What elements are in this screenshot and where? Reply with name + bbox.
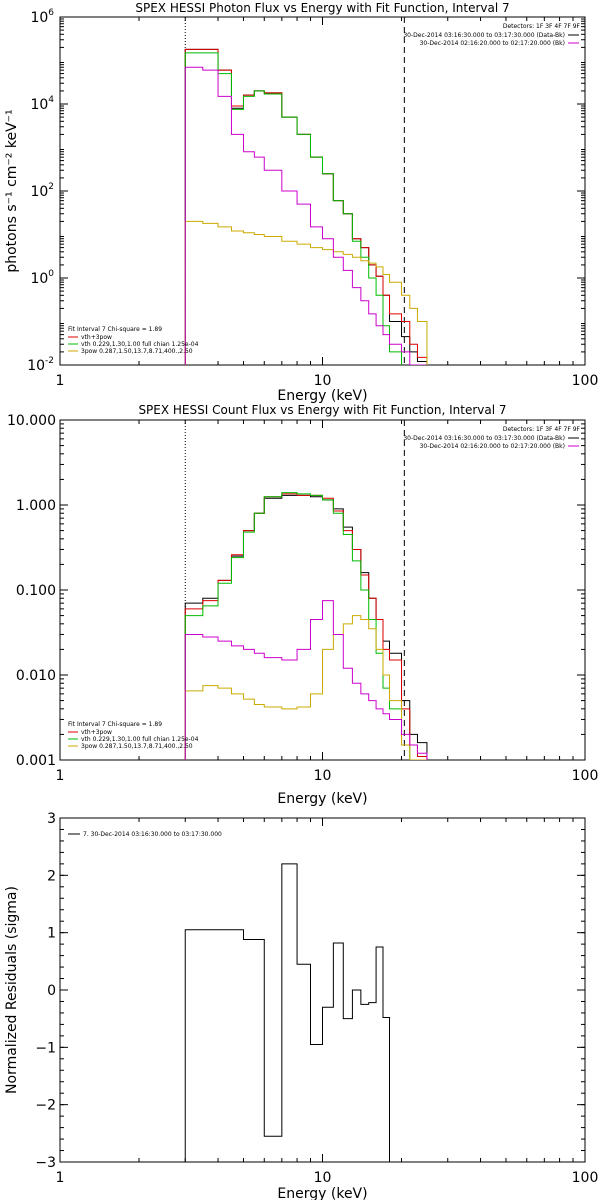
x-tick-label: 100 [572, 1170, 599, 1186]
time-interval-label: 30-Dec-2014 02:16:20.000 to 02:17:20.000… [420, 443, 565, 450]
y-tick-label: 0.100 [16, 583, 56, 599]
y-axis-label: photons s⁻¹ cm⁻² keV⁻¹ [4, 109, 20, 272]
x-axis-label: Energy (keV) [277, 1186, 367, 1200]
y-tick-label: 100 [30, 269, 54, 287]
fit-component-label: vth 0.229,1.30,1.00 full chian 1.25e-04 [81, 736, 199, 743]
plot-frame [59, 419, 586, 761]
y-tick-label: −1 [35, 1040, 56, 1056]
chart-panel-2: SPEX HESSI Count Flux vs Energy with Fit… [7, 403, 598, 807]
x-tick-label: 10 [314, 1170, 332, 1186]
y-tick-label: 10.000 [7, 413, 56, 429]
fit-legend: Fit Interval 7 Chi-square = 1.89vth+3pow… [68, 326, 199, 355]
chart-title: SPEX HESSI Photon Flux vs Energy with Fi… [135, 1, 509, 15]
x-axis-label: Energy (keV) [277, 791, 367, 807]
chart-panel-3: 1 10 100 −3 −2 −1 0 1 2 3 Energy (keV) Normalized R… [4, 811, 598, 1200]
y-tick-label: −3 [35, 1155, 56, 1171]
y-tick-label: 0 [47, 983, 56, 999]
y-tick-label: −2 [35, 1098, 56, 1114]
x-tick-label: 1 [56, 373, 65, 389]
x-tick-label: 1 [56, 768, 65, 784]
y-tick-label: 10-2 [27, 356, 54, 374]
series-vth [184, 492, 427, 760]
chart-title: SPEX HESSI Count Flux vs Energy with Fit… [138, 403, 506, 417]
y-tick-label: 106 [30, 8, 54, 26]
series-vth+3pow [184, 493, 428, 760]
series-bk [184, 600, 428, 760]
x-tick-label: 100 [572, 768, 599, 784]
fit-component-label: vth+3pow [81, 729, 112, 736]
detectors-label: Detectors: 1F 3F 4F 7F 9F [503, 426, 581, 433]
residual-legend-label: 7. 30-Dec-2014 03:16:30.000 to 03:17:30.… [83, 831, 222, 838]
plot-frame [59, 16, 586, 366]
y-tick-label: 104 [30, 95, 54, 113]
series-3pow [184, 220, 428, 365]
chart-panel-1: SPEX HESSI Photon Flux vs Energy with Fi… [4, 1, 598, 404]
series-residuals [184, 863, 403, 1162]
fit-component-label: 3pow 0.287,1.50,13.7,8.71,400.,2.50 [81, 743, 193, 750]
y-tick-label: 3 [47, 811, 56, 827]
fit-summary: Fit Interval 7 Chi-square = 1.89 [68, 326, 162, 333]
time-interval-label: 30-Dec-2014 03:16:30.000 to 03:17:30.000… [403, 32, 565, 39]
y-tick-label: 2 [47, 868, 56, 884]
info-legend: Detectors: 1F 3F 4F 7F 9F 30-Dec-2014 03:… [403, 426, 580, 450]
y-tick-label: 0.010 [16, 668, 56, 684]
y-axis-label: Normalized Residuals (sigma) [4, 886, 20, 1094]
x-tick-label: 10 [314, 768, 332, 784]
detectors-label: Detectors: 1F 3F 4F 7F 9F [503, 23, 581, 30]
fit-component-label: vth 0.229,1.30,1.00 full chian 1.25e-04 [81, 341, 199, 348]
y-tick-label: 102 [30, 182, 54, 200]
series-bk [184, 66, 427, 365]
x-tick-label: 100 [572, 373, 599, 389]
plot-frame [59, 817, 586, 1163]
y-tick-label: 1 [47, 926, 56, 942]
series-3pow [184, 615, 427, 760]
y-tick-label: 1.000 [16, 498, 56, 514]
x-tick-label: 1 [56, 1170, 65, 1186]
time-interval-label: 30-Dec-2014 03:16:30.000 to 03:17:30.000… [403, 435, 565, 442]
fit-component-label: vth+3pow [81, 334, 112, 341]
series-data [184, 494, 428, 760]
y-tick-label: 0.001 [16, 753, 56, 769]
series-vth [184, 52, 428, 365]
time-interval-label: 30-Dec-2014 02:16:20.000 to 02:17:20.000… [420, 40, 565, 47]
info-legend: Detectors: 1F 3F 4F 7F 9F 30-Dec-2014 03:… [403, 23, 580, 47]
fit-component-label: 3pow 0.287,1.50,13.7,8.71,400.,2.50 [81, 348, 193, 355]
x-tick-label: 10 [314, 373, 332, 389]
fit-summary: Fit Interval 7 Chi-square = 1.89 [68, 721, 162, 728]
x-axis-label: Energy (keV) [277, 388, 367, 404]
fit-legend: Fit Interval 7 Chi-square = 1.89vth+3pow… [68, 721, 199, 750]
